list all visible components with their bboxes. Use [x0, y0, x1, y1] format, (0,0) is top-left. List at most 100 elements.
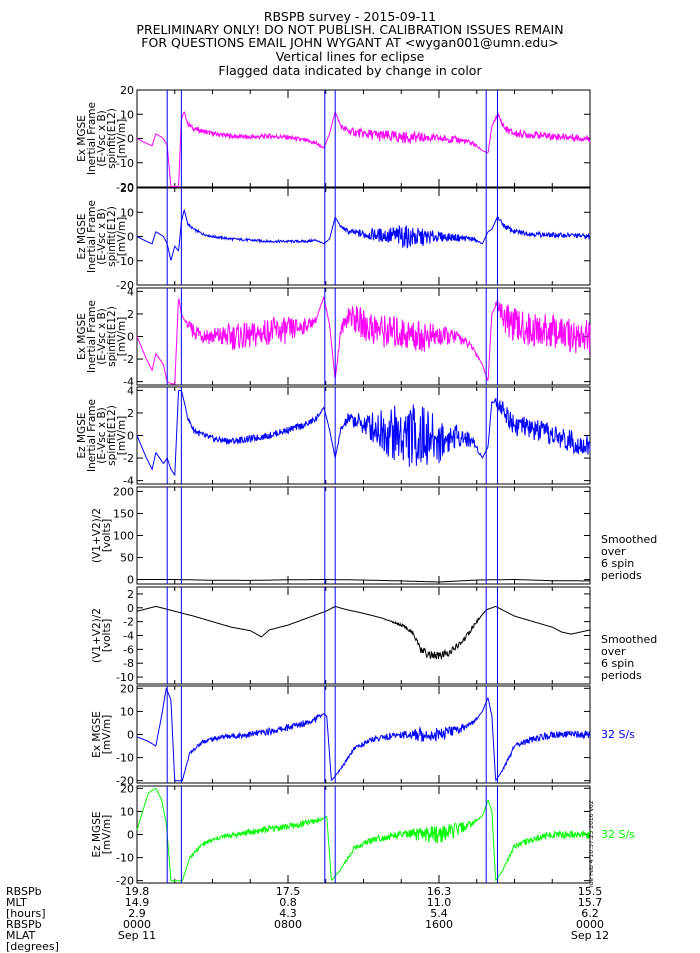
y-axis-label: Ez MGSEInertial Frame(E-Vsc x B)spinfit(…: [76, 399, 128, 472]
y-tick-label: 150: [113, 507, 134, 520]
series-line-magenta: [136, 295, 591, 385]
series-line-black: [137, 579, 590, 583]
y-tick-label: -10: [116, 157, 134, 170]
series-line-green: [136, 787, 591, 882]
y-axis-label-line: [mV/m]: [116, 317, 128, 356]
y-axis-label-line: (V1+V2)/2: [91, 508, 103, 563]
y-tick-label: 0: [127, 602, 134, 615]
footer-row-value: 15.7: [577, 896, 603, 909]
side-label-line: 6 spin: [601, 557, 635, 570]
panel-frame: [136, 486, 591, 585]
y-axis-label-line: [mV/m]: [101, 815, 113, 854]
footer-row-value: 14.9: [124, 896, 150, 909]
y-axis-label-line: (V1+V2)/2: [91, 608, 103, 663]
panel-2: 20 10 0 -10 -20 Ez MGSEInertial Frame(E-Vsc x…: [76, 182, 591, 292]
y-axis-label-line: (E-Vsc x B): [96, 407, 108, 464]
y-tick-label: 2: [127, 588, 134, 601]
y-tick-label: 200: [113, 485, 134, 498]
title-line-2: PRELIMINARY ONLY! DO NOT PUBLISH. CALIBR…: [136, 22, 564, 37]
y-axis-label-line: [mV/m]: [116, 119, 128, 158]
series-line-blue: [136, 687, 591, 782]
y-tick-label: 0: [127, 231, 134, 244]
y-tick-label: 20: [120, 682, 134, 695]
y-axis-label: (V1+V2)/2[volts]: [91, 608, 113, 663]
footer-row-value: Sep 12: [570, 929, 610, 942]
y-tick-label: 50: [120, 552, 134, 565]
y-tick-label: 10: [120, 805, 134, 818]
y-tick-label: 100: [113, 530, 134, 543]
footer-row-value: 0.8: [279, 896, 297, 909]
side-label-line: 32 S/s: [601, 827, 635, 841]
y-axis-label-line: Ez MGSE: [76, 214, 88, 260]
y-axis-label-line: [mV/m]: [101, 715, 113, 754]
y-tick-label: 20: [120, 84, 134, 97]
y-axis-label-line: [volts]: [101, 519, 113, 552]
footer-row-value: 2.9: [128, 907, 146, 920]
y-tick-label: -4: [123, 376, 134, 389]
y-tick-label: 10: [120, 705, 134, 718]
panel-frame: [136, 685, 591, 784]
y-tick-label: -20: [116, 181, 134, 194]
y-axis-label: Ex MGSE[mV/m]: [91, 711, 113, 758]
y-tick-label: 0: [127, 829, 134, 842]
footer-row-value: 5.4: [430, 907, 448, 920]
y-tick-label: -4: [123, 475, 134, 488]
y-tick-label: 0: [127, 574, 134, 587]
y-axis-label: Ez MGSEInertial Frame(E-Vsc x B)spinfit(…: [76, 200, 128, 273]
footer-row-value: 17.5: [275, 885, 301, 898]
panel-5: 200 150 100 50 0 (V1+V2)/2[volts]: [91, 485, 591, 587]
y-axis-label: (V1+V2)/2[volts]: [91, 508, 113, 563]
y-tick-label: -2: [123, 452, 134, 465]
y-tick-label: -2: [123, 616, 134, 629]
title-line-1: RBSPB survey - 2015-09-11: [263, 9, 437, 24]
footer-row-label: [hours]: [6, 907, 46, 920]
side-label-line: 6 spin: [601, 657, 635, 670]
y-tick-label: 4: [127, 384, 134, 397]
y-tick-label: -20: [116, 875, 134, 888]
footer-row-label: MLAT: [6, 929, 36, 942]
side-label-line: over: [601, 645, 626, 658]
y-tick-label: -20: [116, 775, 134, 788]
y-tick-label: -2: [123, 353, 134, 366]
side-label-line: periods: [601, 569, 642, 582]
footer-row-value: 11.0: [426, 896, 452, 909]
y-axis-label-line: [volts]: [101, 619, 113, 652]
y-axis-label-line: [mV/m]: [116, 217, 128, 256]
y-tick-label: 20: [120, 782, 134, 795]
y-axis-label-line: Ez MGSE: [76, 413, 88, 459]
y-axis-label-line: [mV/m]: [116, 416, 128, 455]
footer-row-label: RBSPb: [6, 918, 42, 931]
side-label-line: 32 S/s: [601, 727, 635, 741]
panel-7: 20 10 0 -10 -20 Ex MGSE[mV/m]: [91, 682, 591, 788]
side-label-line: periods: [601, 669, 642, 682]
side-label-line: Smoothed: [601, 533, 658, 546]
footer-row-value: 19.8: [124, 885, 150, 898]
y-tick-label: 10: [120, 206, 134, 219]
y-axis-label-line: spinfit(E12): [106, 206, 118, 267]
y-tick-label: -4: [123, 630, 134, 643]
y-tick-label: 2: [127, 308, 134, 321]
title-line-4: Vertical lines for eclipse: [275, 49, 425, 64]
title-line-5: Flagged data indicated by change in colo…: [218, 63, 482, 78]
panel-4: 4 2 0 -2 -4 Ez MGSEInertial Frame(E-Vsc x B)s…: [76, 384, 591, 488]
side-label-line: Smoothed: [601, 633, 658, 646]
series-line-blue: [136, 389, 591, 477]
panel-frame: [136, 89, 591, 188]
panel-frame: [136, 586, 591, 685]
y-axis-label-line: (E-Vsc x B): [96, 208, 108, 265]
panel-6: 20-2-4-6-8-10(V1+V2)/2[volts]: [91, 586, 591, 685]
y-tick-label: 0: [127, 331, 134, 344]
panel-8: 20 10 0 -10 -20 Ez MGSE[mV/m]: [91, 782, 591, 888]
y-axis-label-line: (E-Vsc x B): [96, 308, 108, 365]
y-tick-label: 0: [127, 133, 134, 146]
series-line-blue: [136, 208, 591, 261]
y-tick-label: 2: [127, 407, 134, 420]
y-axis-label: Ex MGSEInertial Frame(E-Vsc x B)spinfit(…: [76, 300, 128, 373]
y-axis-label-line: spinfit(E12): [106, 108, 118, 169]
y-axis-label-line: Inertial Frame: [86, 399, 98, 472]
y-tick-label: -8: [123, 657, 134, 670]
y-tick-label: -10: [116, 752, 134, 765]
y-axis-label-line: Inertial Frame: [86, 102, 98, 175]
y-tick-label: -10: [116, 255, 134, 268]
y-axis-label-line: spinfit(E12): [106, 306, 118, 367]
